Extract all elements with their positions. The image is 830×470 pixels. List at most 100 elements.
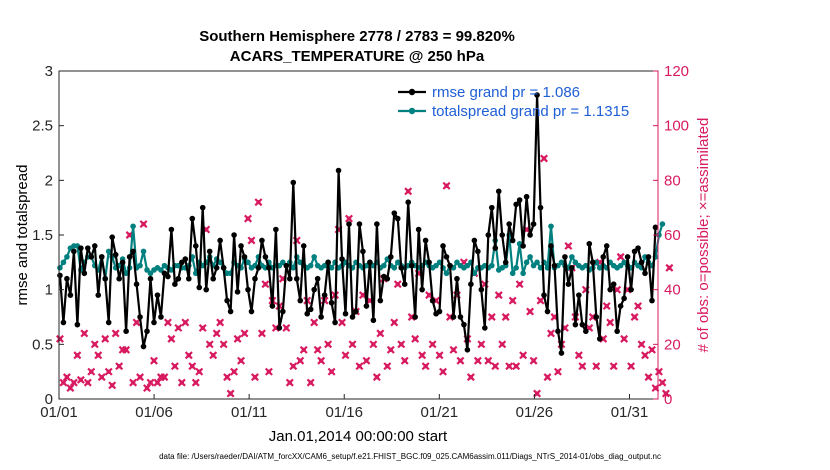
totalspread-point [509,270,516,277]
rmse-point [436,308,443,315]
rmse-point [293,275,300,282]
totalspread-point [245,259,251,266]
rmse-point [238,243,244,249]
obs-marker-dot [611,364,616,369]
obs-marker-dot [632,314,637,320]
rmse-point [276,325,283,331]
obs-marker [491,362,500,371]
rmse-point [280,308,286,315]
obs-marker-dot [85,380,91,385]
obs-marker [369,340,378,349]
obs-marker-dot [249,238,254,243]
obs-marker-dot [252,374,258,380]
obs-marker-dot [228,391,233,396]
left-tick-label: 3 [45,63,53,80]
obs-marker [104,367,113,376]
totalspread-point [144,267,150,273]
obs-marker-dot [357,364,362,369]
rmse-point [387,254,394,260]
obs-marker-dot [224,374,230,380]
left-tick-label: 2 [45,172,53,189]
obs-marker-dot [496,292,501,298]
x-tick-label: 01/16 [325,404,363,421]
rmse-point [617,303,624,309]
obs-marker [150,356,158,365]
y-axis-label-right: # of obs: o=possible; ×=assimilated [695,118,712,353]
obs-marker [634,302,643,311]
obs-marker [129,378,138,387]
obs-marker-dot [99,374,104,380]
obs-marker [637,340,646,349]
rmse-point [607,286,613,293]
rmse-point [112,251,119,258]
obs-marker [665,263,674,272]
obs-marker [627,362,636,371]
obs-marker [247,236,256,245]
obs-marker-dot [392,320,397,325]
obs-marker [386,345,395,354]
rmse-point [391,210,398,216]
obs-marker-dot [311,320,317,325]
rmse-point [398,265,405,271]
obs-marker-dot [308,380,313,385]
obs-marker-dot [426,292,432,298]
obs-marker [540,154,549,163]
rmse-point [196,284,203,291]
legend-label-spread: totalspread grand pr = 1.1315 [432,103,629,120]
obs-marker [630,313,639,321]
obs-marker [296,356,305,365]
rmse-point [241,254,248,260]
rmse-point [109,234,115,240]
totalspread-point [443,270,450,277]
obs-marker [411,334,420,343]
obs-marker [338,318,347,327]
obs-marker-dot [646,374,651,380]
totalspread-point [321,262,328,269]
obs-marker-dot [329,369,334,374]
obs-marker-dot [82,331,87,336]
obs-marker-dot [346,216,352,221]
obs-marker-dot [541,156,547,161]
rmse-point [457,314,464,320]
obs-marker [285,378,294,387]
rmse-point [488,204,495,211]
obs-marker [428,340,437,349]
rmse-point [405,199,412,205]
totalspread-point [328,265,335,271]
obs-marker [160,373,169,382]
obs-marker [240,329,249,338]
obs-marker-dot [57,336,63,342]
obs-marker-dot [621,336,627,342]
obs-marker [553,367,562,376]
obs-marker [289,362,298,371]
x-axis-label: Jan.01,2014 00:00:00 start [269,428,448,445]
rmse-point [335,167,342,174]
obs-marker-dot [489,314,494,320]
obs-marker-dot [301,347,306,352]
obs-marker [390,318,399,327]
totalspread-point [57,265,63,271]
obs-marker [564,241,573,250]
obs-marker-dot [399,342,404,347]
rmse-point [468,281,474,288]
obs-marker [644,373,653,382]
obs-marker [97,373,106,382]
obs-marker [466,373,475,382]
obs-marker-dot [151,358,157,363]
rmse-point [290,179,297,186]
obs-marker [195,367,204,376]
rmse-point [67,292,74,298]
rmse-point [158,314,164,320]
rmse-point [412,314,418,320]
totalspread-point [433,262,439,269]
rmse-point [189,215,196,222]
obs-marker [592,362,601,371]
rmse-point [464,347,471,353]
rmse-point [583,328,589,335]
rmse-point [88,254,95,260]
rmse-point [255,265,262,271]
obs-marker [184,351,193,360]
obs-marker-dot [162,374,167,380]
obs-marker-dot [127,232,132,238]
rmse-point [370,317,377,324]
